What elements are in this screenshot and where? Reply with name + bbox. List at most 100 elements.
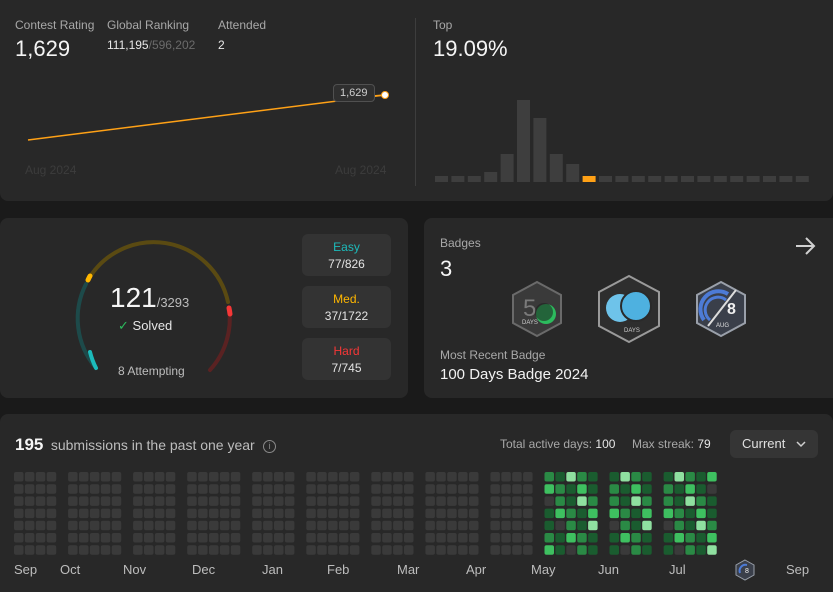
heatmap-cell[interactable]	[144, 545, 154, 555]
heatmap-cell[interactable]	[133, 472, 143, 482]
heatmap-cell[interactable]	[469, 508, 479, 519]
heatmap-cell[interactable]	[544, 520, 555, 531]
heatmap-cell[interactable]	[620, 545, 630, 555]
heatmap-cell[interactable]	[404, 508, 414, 519]
heatmap-cell[interactable]	[382, 520, 392, 531]
heatmap-cell[interactable]	[230, 520, 241, 531]
heatmap-cell[interactable]	[317, 533, 327, 543]
histogram-bar[interactable]	[713, 176, 727, 182]
heatmap-cell[interactable]	[588, 533, 598, 543]
heatmap-cell[interactable]	[447, 472, 457, 482]
heatmap-cell[interactable]	[284, 508, 295, 519]
histogram-bar[interactable]	[599, 176, 612, 182]
heatmap-cell[interactable]	[339, 484, 349, 494]
heatmap-cell[interactable]	[111, 545, 122, 555]
heatmap-cell[interactable]	[79, 508, 89, 519]
heatmap-cell[interactable]	[447, 520, 457, 531]
heatmap-cell[interactable]	[696, 520, 706, 531]
heatmap-cell[interactable]	[588, 484, 598, 494]
heatmap-cell[interactable]	[317, 496, 327, 506]
heatmap-cell[interactable]	[512, 520, 522, 531]
heatmap-cell[interactable]	[306, 484, 316, 494]
month-badge-icon[interactable]: 8	[735, 559, 755, 581]
heatmap-cell[interactable]	[68, 545, 78, 555]
heatmap-cell[interactable]	[544, 472, 555, 482]
heatmap-cell[interactable]	[306, 496, 316, 506]
heatmap-cell[interactable]	[436, 496, 446, 506]
heatmap-cell[interactable]	[707, 496, 717, 506]
heatmap-cell[interactable]	[306, 520, 316, 531]
heatmap-cell[interactable]	[89, 508, 100, 519]
heatmap-cell[interactable]	[588, 496, 598, 506]
heatmap-cell[interactable]	[89, 472, 100, 482]
heatmap-cell[interactable]	[523, 496, 533, 506]
heatmap-cell[interactable]	[284, 545, 295, 555]
heatmap-cell[interactable]	[696, 508, 706, 519]
heatmap-cell[interactable]	[263, 484, 273, 494]
rating-point[interactable]	[381, 91, 389, 99]
heatmap-cell[interactable]	[447, 508, 457, 519]
heatmap-cell[interactable]	[68, 520, 78, 531]
heatmap-cell[interactable]	[14, 520, 24, 531]
heatmap-cell[interactable]	[609, 533, 620, 543]
heatmap-cell[interactable]	[24, 472, 35, 482]
heatmap-cell[interactable]	[284, 472, 295, 482]
badge-100-days-icon[interactable]: DAYS	[596, 274, 662, 344]
heatmap-cell[interactable]	[328, 472, 338, 482]
heatmap-cell[interactable]	[609, 472, 620, 482]
heatmap-cell[interactable]	[306, 508, 316, 519]
heatmap-cell[interactable]	[566, 472, 576, 482]
heatmap-cell[interactable]	[79, 520, 89, 531]
heatmap-cell[interactable]	[154, 520, 165, 531]
heatmap-cell[interactable]	[512, 533, 522, 543]
heatmap-cell[interactable]	[263, 533, 273, 543]
heatmap-cell[interactable]	[490, 484, 500, 494]
solved-progress-ring[interactable]	[70, 234, 240, 384]
heatmap-cell[interactable]	[274, 484, 284, 494]
histogram-bar[interactable]	[549, 154, 563, 182]
heatmap-cell[interactable]	[284, 484, 295, 494]
heatmap-cell[interactable]	[198, 484, 208, 494]
heatmap-cell[interactable]	[274, 545, 284, 555]
heatmap-cell[interactable]	[133, 545, 143, 555]
rating-histogram[interactable]	[435, 90, 815, 183]
heatmap-cell[interactable]	[328, 545, 338, 555]
heatmap-cell[interactable]	[187, 484, 197, 494]
heatmap-cell[interactable]	[252, 472, 262, 482]
heatmap-cell[interactable]	[501, 496, 511, 506]
heatmap-cell[interactable]	[436, 520, 446, 531]
heatmap-cell[interactable]	[46, 533, 57, 543]
heatmap-cell[interactable]	[230, 533, 241, 543]
heatmap-cell[interactable]	[588, 520, 598, 531]
heatmap-cell[interactable]	[523, 545, 533, 555]
heatmap-cell[interactable]	[68, 496, 78, 506]
heatmap-cell[interactable]	[35, 496, 46, 506]
badge-50-days-icon[interactable]: 5 DAYS	[510, 280, 564, 338]
heatmap-cell[interactable]	[133, 508, 143, 519]
heatmap-cell[interactable]	[154, 484, 165, 494]
heatmap-cell[interactable]	[154, 496, 165, 506]
heatmap-cell[interactable]	[555, 533, 565, 543]
heatmap-cell[interactable]	[425, 533, 435, 543]
heatmap-cell[interactable]	[165, 508, 176, 519]
heatmap-cell[interactable]	[458, 508, 468, 519]
histogram-bar[interactable]	[795, 176, 809, 182]
heatmap-cell[interactable]	[696, 545, 706, 555]
heatmap-cell[interactable]	[165, 496, 176, 506]
heatmap-cell[interactable]	[154, 508, 165, 519]
heatmap-cell[interactable]	[523, 520, 533, 531]
heatmap-cell[interactable]	[490, 520, 500, 531]
histogram-bar[interactable]	[467, 176, 481, 182]
heatmap-cell[interactable]	[100, 508, 111, 519]
heatmap-cell[interactable]	[577, 508, 587, 519]
heatmap-cell[interactable]	[577, 545, 587, 555]
heatmap-cell[interactable]	[68, 533, 78, 543]
heatmap-cell[interactable]	[14, 533, 24, 543]
heatmap-cell[interactable]	[198, 496, 208, 506]
heatmap-cell[interactable]	[111, 533, 122, 543]
heatmap-cell[interactable]	[663, 520, 674, 531]
histogram-bar[interactable]	[763, 176, 776, 182]
heatmap-cell[interactable]	[349, 508, 360, 519]
heatmap-cell[interactable]	[674, 484, 685, 494]
heatmap-cell[interactable]	[371, 508, 381, 519]
